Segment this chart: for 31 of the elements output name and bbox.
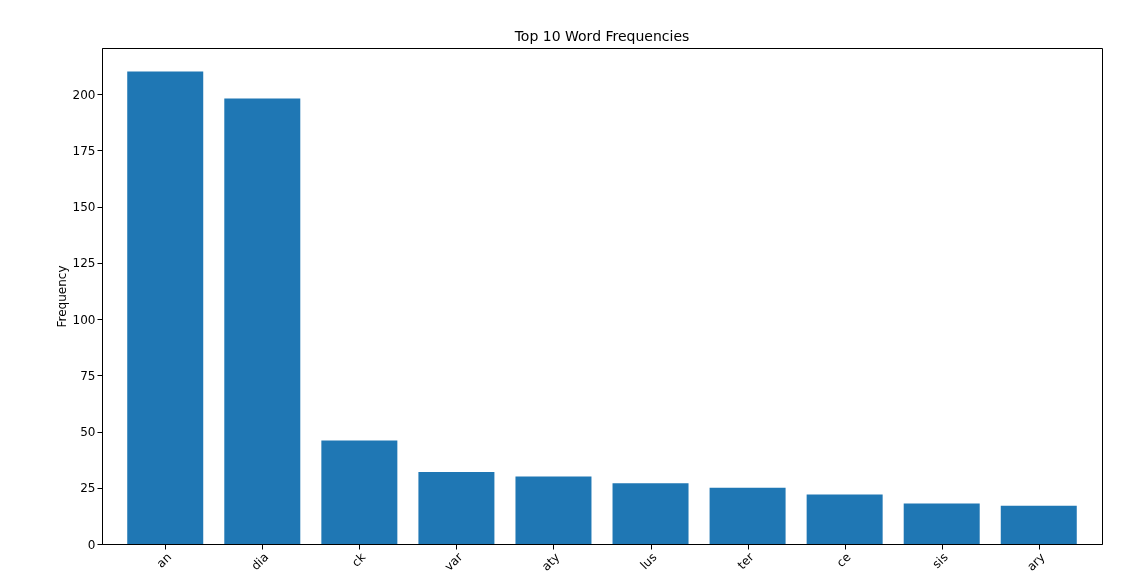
x-tick-label: ary xyxy=(1024,550,1048,574)
y-tick-label: 150 xyxy=(72,200,96,215)
bar xyxy=(709,487,786,544)
y-tick-label: 0 xyxy=(87,537,96,552)
y-axis-title: Frequency xyxy=(54,265,69,328)
x-tick-label: aty xyxy=(539,550,563,574)
chart-title: Top 10 Word Frequencies xyxy=(513,28,690,44)
bar xyxy=(903,503,980,544)
y-tick-label: 25 xyxy=(80,481,96,496)
y-tick-label: 100 xyxy=(72,312,96,327)
y-tick-label: 50 xyxy=(80,425,96,440)
y-tick-label: 75 xyxy=(80,368,96,383)
bar xyxy=(806,494,883,544)
bar xyxy=(418,472,495,544)
x-tick-label: an xyxy=(153,550,175,571)
x-tick-label: ter xyxy=(734,550,757,573)
bar xyxy=(321,440,398,544)
x-tick-label: ck xyxy=(348,550,369,570)
x-tick-label: var xyxy=(441,550,466,574)
x-tick-label: lus xyxy=(637,550,660,573)
x-tick-label: dia xyxy=(248,550,272,573)
y-tick-label: 175 xyxy=(72,143,96,158)
bar xyxy=(612,483,689,544)
x-tick-label: sis xyxy=(929,550,951,572)
y-tick-label: 200 xyxy=(72,87,96,102)
bar xyxy=(515,476,592,544)
bar xyxy=(127,71,204,544)
bar xyxy=(224,98,301,544)
x-tick-label: ce xyxy=(833,550,854,570)
y-tick-label: 125 xyxy=(72,256,96,271)
bar xyxy=(1000,505,1077,544)
